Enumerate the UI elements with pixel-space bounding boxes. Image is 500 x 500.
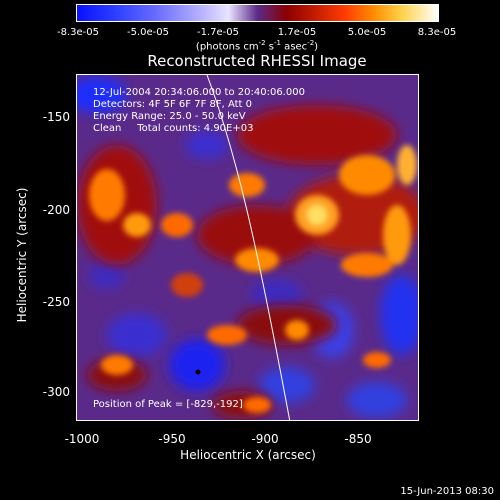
info-detectors: Detectors: 4F 5F 6F 7F 8F, Att 0 [93, 99, 253, 110]
x-tick-label: -1000 [64, 432, 100, 446]
colorbar-unit-label: (photons cm-2 s-1 asec-2) [195, 39, 319, 53]
y-tick-label: -200 [42, 203, 70, 217]
y-tick-label: -250 [42, 295, 70, 309]
image-heatmap [77, 75, 418, 420]
colorbar [76, 4, 439, 22]
colorbar-tick: 1.7e-05 [277, 27, 317, 38]
x-axis-label: Heliocentric X (arcsec) [180, 448, 316, 462]
info-clean: Clean Total counts: 4.90E+03 [93, 123, 254, 134]
image-hot-regions [89, 145, 417, 413]
info-time-range: 12-Jul-2004 20:34:06.000 to 20:40:06.000 [93, 87, 305, 98]
info-energy: Energy Range: 25.0 - 50.0 keV [93, 111, 246, 122]
image-low-regions [77, 77, 418, 418]
y-tick-label: -300 [42, 385, 70, 399]
peak-position-text: Position of Peak = [-829,-192] [93, 399, 243, 410]
y-tick-label: -150 [42, 110, 70, 124]
footer-date: 15-Jun-2013 08:30 [400, 486, 494, 497]
rhessi-image-plot [76, 74, 419, 421]
y-axis-label: Heliocentric Y (arcsec) [15, 187, 29, 323]
colorbar-tick: 8.3e-05 [417, 27, 457, 38]
x-tick-label: -850 [344, 432, 372, 446]
solar-limb-line [206, 75, 291, 420]
colorbar-tick: 5.0e-05 [347, 27, 387, 38]
x-tick-label: -950 [158, 432, 186, 446]
colorbar-tick: -8.3e-05 [57, 27, 99, 38]
x-tick-label: -900 [251, 432, 279, 446]
colorbar-tick: -5.0e-05 [127, 27, 169, 38]
plot-title: Reconstructed RHESSI Image [147, 52, 367, 70]
peak-marker [195, 369, 201, 375]
colorbar-tick: -1.7e-05 [197, 27, 239, 38]
